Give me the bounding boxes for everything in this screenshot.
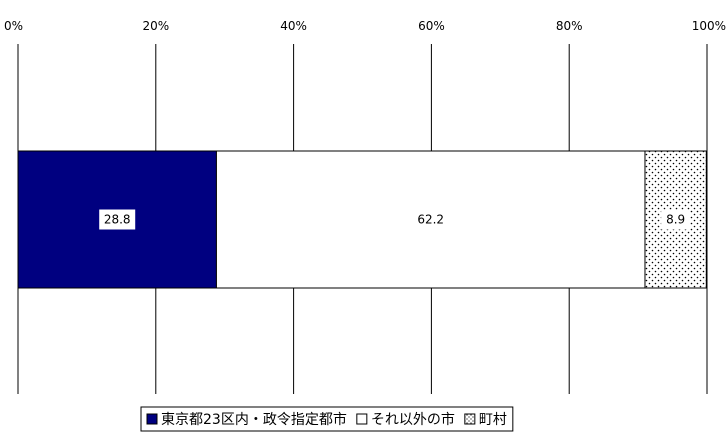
legend-label: 町村 <box>479 412 507 428</box>
data-labels: 28.8 62.2 8.9 <box>99 209 691 230</box>
legend-label: 東京都23区内・政令指定都市 <box>161 411 347 428</box>
data-label-box <box>661 209 691 230</box>
data-label: 8.9 <box>666 213 685 227</box>
data-label-box <box>99 209 136 230</box>
x-tick-label: 0% <box>4 19 23 33</box>
legend-frame <box>140 406 514 432</box>
x-tick-label: 80% <box>556 19 583 33</box>
x-tick-label: 100% <box>692 19 726 33</box>
legend-swatch <box>464 413 476 425</box>
x-tick-label: 60% <box>418 19 445 33</box>
legend-label: それ以外の市 <box>371 411 455 428</box>
legend-swatch <box>146 413 158 425</box>
x-tick-label: 40% <box>280 19 307 33</box>
legend: 東京都23区内・政令指定都市 それ以外の市 町村 <box>140 406 514 432</box>
legend-swatch <box>356 413 368 425</box>
x-tick-label: 20% <box>142 19 169 33</box>
data-label: 28.8 <box>104 213 131 227</box>
bar-segments <box>17 150 707 289</box>
bar-segment <box>17 150 217 289</box>
x-axis-ticks: 0% 20% 40% 60% 80% 100% <box>4 19 726 33</box>
data-label: 62.2 <box>417 213 444 227</box>
